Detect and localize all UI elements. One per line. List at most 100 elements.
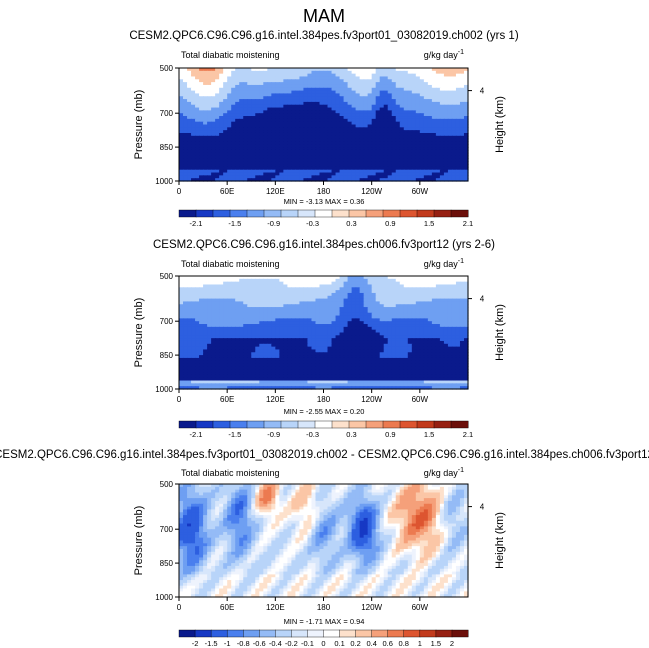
heatmap-cell	[303, 315, 309, 319]
heatmap-cell	[199, 161, 204, 165]
heatmap-cell	[291, 164, 296, 168]
heatmap-cell	[187, 161, 192, 165]
heatmap-cell	[363, 295, 369, 300]
heatmap-cell	[343, 87, 349, 92]
heatmap-cell	[407, 101, 413, 106]
heatmap-cell	[355, 107, 361, 111]
heatmap-cell	[247, 352, 252, 356]
heatmap-cell	[375, 70, 381, 75]
heatmap-cell	[267, 96, 272, 100]
heatmap-cell	[319, 346, 325, 351]
x-tick-label: 60W	[412, 187, 429, 196]
heatmap-cell	[315, 99, 321, 103]
heatmap-cell	[411, 321, 417, 325]
heatmap-cell	[287, 321, 292, 325]
heatmap-cell	[311, 166, 317, 171]
heatmap-cell	[451, 307, 457, 311]
heatmap-cell	[399, 326, 405, 331]
heatmap-cell	[227, 326, 232, 331]
heatmap-cell	[439, 84, 445, 89]
heatmap-cell	[387, 127, 393, 131]
heatmap-cell	[431, 124, 437, 128]
heatmap-cell	[359, 152, 365, 157]
heatmap-cell	[339, 147, 345, 151]
heatmap-cell	[451, 309, 457, 314]
heatmap-cell	[367, 138, 373, 143]
heatmap-cell	[447, 318, 453, 322]
heatmap-cell	[275, 96, 280, 100]
heatmap-cell	[183, 312, 188, 317]
heatmap-cell	[319, 340, 325, 345]
heatmap-cell	[203, 82, 208, 86]
heatmap-cell	[235, 82, 240, 86]
heatmap-cell	[407, 315, 413, 319]
heatmap-cell	[395, 113, 401, 117]
heatmap-cell	[267, 166, 272, 171]
heatmap-cell	[343, 124, 349, 128]
heatmap-cell	[203, 349, 208, 353]
heatmap-cell	[283, 107, 288, 111]
heatmap-cell	[315, 73, 321, 78]
heatmap-cell	[347, 90, 353, 95]
heatmap-cell	[203, 169, 208, 174]
heatmap-cell	[287, 332, 292, 336]
heatmap-cell	[359, 332, 365, 336]
heatmap-cell	[219, 343, 224, 348]
heatmap-cell	[347, 138, 353, 143]
heatmap-cell	[179, 287, 184, 291]
heatmap-cell	[207, 295, 212, 300]
heatmap-cell	[183, 309, 188, 314]
heatmap-cell	[323, 332, 329, 336]
heatmap-cell	[187, 178, 192, 182]
heatmap-cell	[395, 346, 401, 351]
heatmap-cell	[339, 292, 345, 297]
heatmap-cell	[283, 118, 288, 123]
heatmap-cell	[211, 175, 216, 179]
heatmap-cell	[307, 278, 313, 283]
heatmap-cell	[315, 70, 321, 75]
heatmap-cell	[383, 326, 389, 331]
heatmap-cell	[291, 161, 296, 165]
heatmap-cell	[275, 329, 280, 334]
heatmap-cell	[355, 175, 361, 179]
heatmap-cell	[411, 326, 417, 331]
heatmap-cell	[395, 276, 401, 280]
heatmap-cell	[387, 309, 393, 314]
heatmap-cell	[283, 110, 288, 114]
heatmap-cell	[315, 309, 321, 314]
heatmap-cell	[319, 301, 325, 305]
heatmap-cell	[191, 101, 196, 106]
heatmap-cell	[343, 127, 349, 131]
heatmap-cell	[347, 295, 353, 300]
heatmap-cell	[395, 175, 401, 179]
heatmap-cell	[355, 290, 361, 294]
heatmap-cell	[451, 147, 457, 151]
heatmap-cell	[239, 93, 244, 97]
heatmap-cell	[199, 318, 204, 322]
heatmap-cell	[247, 70, 252, 75]
heatmap-cell	[407, 169, 413, 174]
heatmap-cell	[459, 161, 465, 165]
heatmap-cell	[339, 93, 345, 97]
heatmap-cell	[243, 116, 248, 120]
heatmap-cell	[283, 295, 288, 300]
heatmap-cell	[371, 152, 377, 157]
heatmap-cell	[375, 321, 381, 325]
heatmap-cell	[311, 90, 317, 95]
heatmap-cell	[243, 84, 248, 89]
heatmap-cell	[447, 178, 453, 182]
heatmap-cell	[451, 76, 457, 80]
heatmap-cell	[399, 96, 405, 100]
heatmap-cell	[283, 79, 288, 83]
heatmap-cell	[427, 152, 433, 157]
heatmap-cell	[295, 169, 301, 174]
heatmap-cell	[259, 276, 264, 280]
heatmap-cell	[395, 304, 401, 308]
heatmap-cell	[235, 149, 240, 154]
heatmap-cell	[395, 70, 401, 75]
heatmap-cell	[259, 113, 264, 117]
heatmap-cell	[243, 152, 248, 157]
heatmap-cell	[327, 166, 333, 171]
heatmap-cell	[391, 113, 397, 117]
heatmap-cell	[423, 130, 429, 134]
